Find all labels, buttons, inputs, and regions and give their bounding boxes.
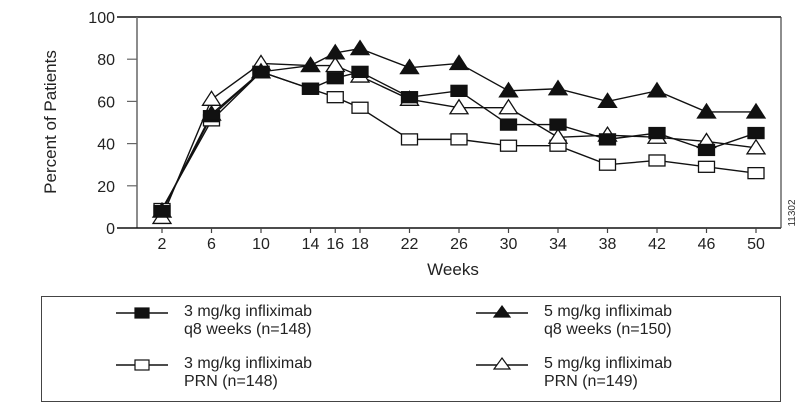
data-point-s5prn [325,56,346,73]
x-axis-title: Weeks [427,260,479,279]
data-point-s5prn [547,128,569,144]
x-tick-label: 42 [648,236,666,253]
data-point-s3q8 [326,72,344,85]
x-tick-label: 22 [401,236,419,253]
data-point-s3prn [598,158,617,171]
filled-square-marker-icon [116,307,168,319]
y-tick-label: 0 [106,221,115,238]
x-tick-label: 34 [549,236,567,253]
data-point-s5prn [201,90,222,106]
series-markers [151,39,767,225]
data-point-s3q8 [598,133,617,146]
figure-id-label: 11302 [787,199,798,227]
data-point-s3q8 [351,65,369,79]
x-tick-label: 46 [698,236,716,253]
data-point-s3q8 [697,143,716,157]
data-point-s3q8 [747,126,765,140]
x-tick-label: 50 [747,236,765,253]
legend-label-line1: 3 mg/kg infliximab [184,355,313,372]
data-point-s5q8 [399,58,420,75]
data-point-s3prn [697,160,716,173]
data-point-s3prn [326,91,344,104]
legend-item-3mg-q8: 3 mg/kg infliximab q8 weeks (n=148) [112,303,312,339]
legend-item-5mg-q8: 5 mg/kg infliximab q8 weeks (n=150) [472,303,672,339]
data-point-s5q8 [250,62,272,79]
x-tick-label: 26 [450,236,468,253]
data-point-s3q8 [499,118,518,131]
data-point-s5q8 [300,56,321,73]
data-point-s3q8 [648,126,666,140]
data-point-s5q8 [745,102,767,119]
x-tick-label: 30 [500,236,518,253]
data-point-s5prn [745,138,767,155]
y-tick-label: 100 [88,10,115,27]
series-line-s5q8 [161,47,756,212]
legend: 3 mg/kg infliximab q8 weeks (n=148) 5 mg… [41,296,781,402]
data-point-s5q8 [201,104,222,121]
data-point-s3q8 [301,82,320,95]
data-point-s5q8 [498,81,519,98]
open-square-marker-icon [116,359,168,371]
legend-item-3mg-prn: 3 mg/kg infliximab PRN (n=148) [112,355,312,391]
filled-triangle-marker-icon [476,304,528,318]
legend-label-line2: PRN (n=148) [184,373,278,390]
data-point-s5q8 [547,79,569,96]
data-point-s5prn [498,98,519,115]
legend-label-line1: 3 mg/kg infliximab [184,303,313,320]
data-point-s5q8 [151,201,173,218]
data-point-s3prn [351,101,369,114]
legend-label-line1: 5 mg/kg infliximab [544,303,673,320]
data-point-s3q8 [400,91,419,104]
data-point-s5q8 [597,92,618,109]
x-tick-label: 2 [158,236,167,253]
data-point-s3prn [648,154,666,167]
y-tick-label: 40 [97,137,115,154]
y-tick-label: 80 [97,52,115,69]
data-point-s5q8 [349,39,371,56]
data-point-s5q8 [448,54,470,71]
data-point-s3q8 [549,118,567,131]
data-point-s5prn [448,98,470,115]
x-tick-label: 10 [252,236,270,253]
open-triangle-marker-icon [476,356,528,370]
y-axis-title: Percent of Patients [41,50,60,194]
data-point-s3prn [400,133,419,146]
series-lines [161,47,757,218]
data-point-s3prn [499,139,518,152]
y-tick-label: 20 [97,179,115,196]
x-tick-label: 38 [599,236,617,253]
data-point-s3q8 [450,84,468,97]
data-point-s5q8 [646,81,668,98]
data-point-s3prn [747,166,765,180]
x-tick-label: 18 [351,236,369,253]
legend-item-5mg-prn: 5 mg/kg infliximab PRN (n=149) [472,355,672,391]
legend-label-line2: q8 weeks (n=148) [184,321,312,338]
data-point-s5q8 [696,102,717,119]
x-tick-label: 14 [302,236,320,253]
data-point-s5q8 [325,43,346,60]
x-tick-label: 16 [326,236,344,253]
data-point-s3prn [450,133,468,146]
legend-label-line2: q8 weeks (n=150) [544,321,672,338]
legend-label-line2: PRN (n=149) [544,373,638,390]
x-tick-label: 6 [207,236,216,253]
legend-label-line1: 5 mg/kg infliximab [544,355,673,372]
y-tick-label: 60 [97,94,115,111]
